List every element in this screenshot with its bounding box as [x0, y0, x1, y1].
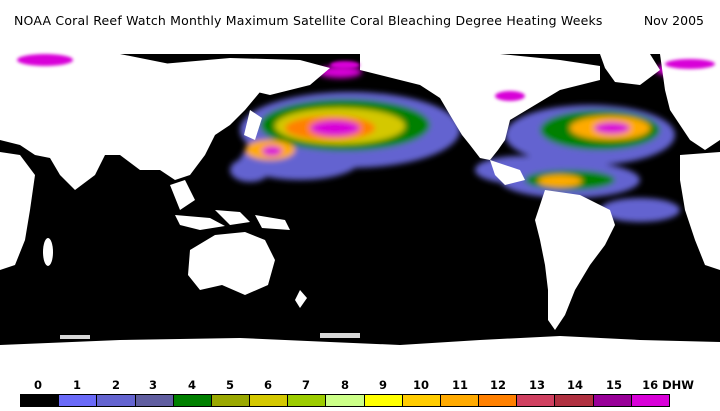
map-svg — [0, 40, 720, 371]
legend-swatch — [59, 395, 98, 406]
legend-label: 0 — [33, 378, 43, 392]
legend-label: 11 — [451, 378, 469, 392]
legend-swatch — [364, 395, 403, 406]
legend-label: 2 — [111, 378, 121, 392]
legend-swatch — [211, 395, 251, 406]
land — [0, 40, 720, 371]
legend-label: 6 — [263, 378, 273, 392]
legend-swatch — [326, 395, 365, 406]
legend-swatch — [631, 395, 669, 406]
legend-label: 13 — [528, 378, 546, 392]
legend-swatch — [250, 395, 289, 406]
legend-swatch — [21, 395, 60, 406]
legend-swatch — [135, 395, 174, 406]
legend-swatch — [517, 395, 556, 406]
legend-label: 8 — [340, 378, 350, 392]
world-map — [0, 40, 720, 371]
sea-ice — [60, 333, 360, 339]
legend-labels: 0 1 2 3 4 5 6 7 8 9 10 11 12 13 14 15 16… — [0, 378, 720, 392]
legend-label: 15 — [605, 378, 623, 392]
legend-label: 1 — [72, 378, 82, 392]
legend-label: 7 — [301, 378, 311, 392]
title-bar: NOAA Coral Reef Watch Monthly Maximum Sa… — [0, 0, 720, 40]
legend-label: 3 — [148, 378, 158, 392]
legend-label: 4 — [187, 378, 197, 392]
legend-swatch — [173, 395, 212, 406]
legend-label: 9 — [378, 378, 388, 392]
legend-swatch — [288, 395, 327, 406]
legend-swatch — [555, 395, 594, 406]
legend-label: 10 — [412, 378, 430, 392]
legend-colorbar — [20, 394, 670, 407]
legend-label: 5 — [225, 378, 235, 392]
legend-label: 16 DHW — [642, 378, 694, 392]
legend-swatch — [593, 395, 632, 406]
legend-swatch — [97, 395, 136, 406]
legend-swatch — [402, 395, 441, 406]
legend-swatch — [479, 395, 518, 406]
legend-label: 12 — [489, 378, 507, 392]
arctic-dhw-patches — [17, 54, 715, 101]
map-date: Nov 2005 — [643, 13, 704, 28]
legend-label: 14 — [566, 378, 584, 392]
map-title: NOAA Coral Reef Watch Monthly Maximum Sa… — [14, 13, 603, 28]
legend-swatch — [440, 395, 480, 406]
